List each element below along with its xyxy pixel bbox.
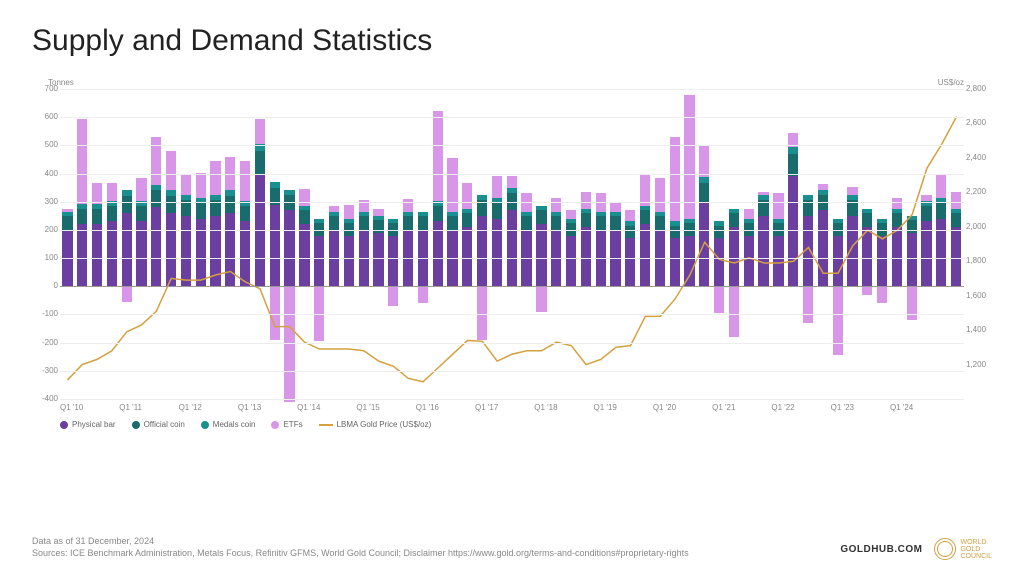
bar-quarter	[387, 89, 400, 399]
wgc-rings-icon	[934, 538, 956, 560]
bar-quarter	[816, 89, 829, 399]
bar-quarter	[861, 89, 874, 399]
bar-quarter	[417, 89, 430, 399]
x-axis: Q1 '10Q1 '11Q1 '12Q1 '13Q1 '14Q1 '15Q1 '…	[60, 403, 964, 412]
bar-quarter	[491, 89, 504, 399]
bar-quarter	[920, 89, 933, 399]
bar-quarter	[891, 89, 904, 399]
bar-quarter	[402, 89, 415, 399]
bar-quarter	[150, 89, 163, 399]
page-title: Supply and Demand Statistics	[32, 24, 992, 58]
bar-quarter	[935, 89, 948, 399]
legend-label: Medals coin	[213, 420, 256, 429]
y-axis-left: 7006005004003002001000-100-200-300-400	[36, 89, 58, 399]
bar-quarter	[431, 89, 444, 399]
bar-quarter	[476, 89, 489, 399]
bar-quarter	[831, 89, 844, 399]
bar-quarter	[772, 89, 785, 399]
bar-quarter	[742, 89, 755, 399]
bar-quarter	[135, 89, 148, 399]
bar-quarter	[698, 89, 711, 399]
bar-quarter	[209, 89, 222, 399]
wgc-text: WORLDGOLDCOUNCIL	[960, 539, 992, 560]
bar-quarter	[61, 89, 74, 399]
bar-quarter	[342, 89, 355, 399]
bar-quarter	[505, 89, 518, 399]
bar-quarter	[757, 89, 770, 399]
bar-quarter	[283, 89, 296, 399]
bar-quarter	[313, 89, 326, 399]
legend-medals-coin: Medals coin	[201, 420, 256, 429]
bar-quarter	[91, 89, 104, 399]
wgc-logo: WORLDGOLDCOUNCIL	[934, 538, 992, 560]
bar-quarter	[76, 89, 89, 399]
bar-quarter	[520, 89, 533, 399]
bar-quarter	[846, 89, 859, 399]
bar-quarter	[239, 89, 252, 399]
swatch-icon	[201, 421, 209, 429]
legend-physical-bar: Physical bar	[60, 420, 116, 429]
bar-quarter	[194, 89, 207, 399]
legend-label: ETFs	[283, 420, 302, 429]
bar-quarter	[876, 89, 889, 399]
goldhub-wordmark: GOLDHUB.COM	[840, 544, 922, 555]
bar-quarter	[950, 89, 963, 399]
legend-label: Physical bar	[72, 420, 116, 429]
bar-quarter	[550, 89, 563, 399]
bar-quarter	[624, 89, 637, 399]
bar-quarter	[105, 89, 118, 399]
line-swatch-icon	[319, 424, 333, 426]
bar-quarter	[165, 89, 178, 399]
bar-quarter	[728, 89, 741, 399]
swatch-icon	[132, 421, 140, 429]
bar-quarter	[594, 89, 607, 399]
bar-quarter	[254, 89, 267, 399]
bar-quarter	[446, 89, 459, 399]
legend: Physical bar Official coin Medals coin E…	[60, 420, 964, 429]
bar-quarter	[905, 89, 918, 399]
bar-quarter	[372, 89, 385, 399]
bar-quarter	[461, 89, 474, 399]
bar-quarter	[668, 89, 681, 399]
bar-quarter	[180, 89, 193, 399]
right-axis-label: US$/oz	[938, 78, 964, 87]
bar-quarter	[268, 89, 281, 399]
bar-quarter	[802, 89, 815, 399]
bar-quarter	[565, 89, 578, 399]
legend-label: Official coin	[144, 420, 185, 429]
legend-label: LBMA Gold Price (US$/oz)	[337, 420, 432, 429]
legend-official-coin: Official coin	[132, 420, 185, 429]
y-axis-right: 2,8002,6002,4002,2002,0001,8001,6001,400…	[966, 89, 990, 399]
bar-quarter	[787, 89, 800, 399]
bar-quarter	[357, 89, 370, 399]
bar-quarter	[609, 89, 622, 399]
chart-container: Tonnes US$/oz 7006005004003002001000-100…	[32, 78, 992, 526]
bar-quarter	[683, 89, 696, 399]
bar-quarter	[328, 89, 341, 399]
brand-block: GOLDHUB.COM WORLDGOLDCOUNCIL	[840, 538, 992, 560]
bar-quarter	[120, 89, 133, 399]
bar-quarter	[654, 89, 667, 399]
bar-quarter	[224, 89, 237, 399]
bar-quarter	[639, 89, 652, 399]
bar-quarter	[298, 89, 311, 399]
bar-quarter	[535, 89, 548, 399]
bars-layer	[60, 89, 964, 399]
swatch-icon	[271, 421, 279, 429]
footer: Data as of 31 December, 2024 Sources: IC…	[32, 536, 992, 560]
sources-text: Sources: ICE Benchmark Administration, M…	[32, 548, 752, 560]
bar-quarter	[713, 89, 726, 399]
legend-line: LBMA Gold Price (US$/oz)	[319, 420, 432, 429]
bar-quarter	[579, 89, 592, 399]
swatch-icon	[60, 421, 68, 429]
legend-etfs: ETFs	[271, 420, 302, 429]
plot-area: 7006005004003002001000-100-200-300-400 2…	[60, 89, 964, 399]
